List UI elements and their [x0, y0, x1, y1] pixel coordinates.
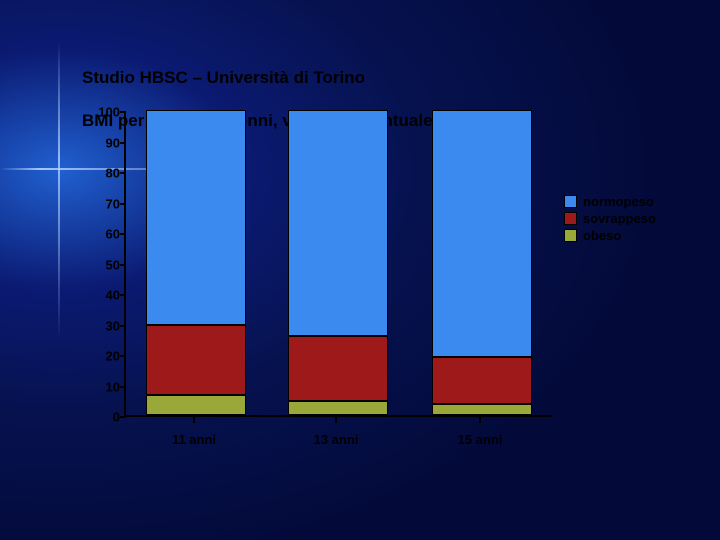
legend: normopeso sovrappeso obeso [564, 194, 656, 245]
bar-segment-normopeso [146, 110, 246, 325]
y-tick-mark [120, 142, 126, 144]
y-tick-mark [120, 233, 126, 235]
bar-group: 4, 6821, 37 [288, 110, 388, 415]
x-category-label: 13 anni [286, 432, 386, 447]
bar-segment-sovrappeso [146, 325, 246, 395]
x-category-label: 11 anni [144, 432, 244, 447]
legend-label: obeso [583, 228, 621, 243]
bar-segment-obeso [146, 395, 246, 415]
y-tick-mark [120, 355, 126, 357]
plot-area: 01020304050607080901006, 6323, 014, 6821… [124, 112, 552, 417]
bar-segment-obeso [432, 404, 532, 415]
y-tick-label: 70 [84, 196, 120, 211]
legend-swatch-icon [564, 212, 577, 225]
bar-segment-sovrappeso [288, 336, 388, 401]
y-tick-mark [120, 416, 126, 418]
bar-segment-obeso [288, 401, 388, 415]
y-tick-label: 0 [84, 410, 120, 425]
y-tick-label: 90 [84, 135, 120, 150]
y-tick-label: 10 [84, 379, 120, 394]
y-tick-label: 60 [84, 227, 120, 242]
legend-swatch-icon [564, 229, 577, 242]
y-tick-mark [120, 111, 126, 113]
title-line-1: Studio HBSC – Università di Torino [82, 68, 365, 87]
bar-group: 3, 5615, 54 [432, 110, 532, 415]
bar-group: 6, 6323, 01 [146, 110, 246, 415]
y-tick-label: 100 [84, 105, 120, 120]
y-tick-label: 30 [84, 318, 120, 333]
chart: 01020304050607080901006, 6323, 014, 6821… [82, 112, 672, 482]
x-tick-mark [479, 417, 481, 423]
y-tick-mark [120, 294, 126, 296]
lens-flare-vertical [58, 40, 60, 340]
x-tick-mark [335, 417, 337, 423]
bar-segment-normopeso [432, 110, 532, 357]
x-tick-mark [193, 417, 195, 423]
legend-label: sovrappeso [583, 211, 656, 226]
bar-segment-normopeso [288, 110, 388, 336]
y-tick-label: 40 [84, 288, 120, 303]
y-tick-label: 50 [84, 257, 120, 272]
y-tick-mark [120, 203, 126, 205]
legend-item: normopeso [564, 194, 656, 209]
y-tick-label: 80 [84, 166, 120, 181]
y-tick-mark [120, 386, 126, 388]
legend-item: sovrappeso [564, 211, 656, 226]
legend-label: normopeso [583, 194, 654, 209]
x-category-label: 15 anni [430, 432, 530, 447]
bar-segment-sovrappeso [432, 357, 532, 404]
legend-item: obeso [564, 228, 656, 243]
slide: Studio HBSC – Università di Torino BMI p… [0, 0, 720, 540]
legend-swatch-icon [564, 195, 577, 208]
y-tick-label: 20 [84, 349, 120, 364]
y-tick-mark [120, 172, 126, 174]
y-tick-mark [120, 325, 126, 327]
y-tick-mark [120, 264, 126, 266]
